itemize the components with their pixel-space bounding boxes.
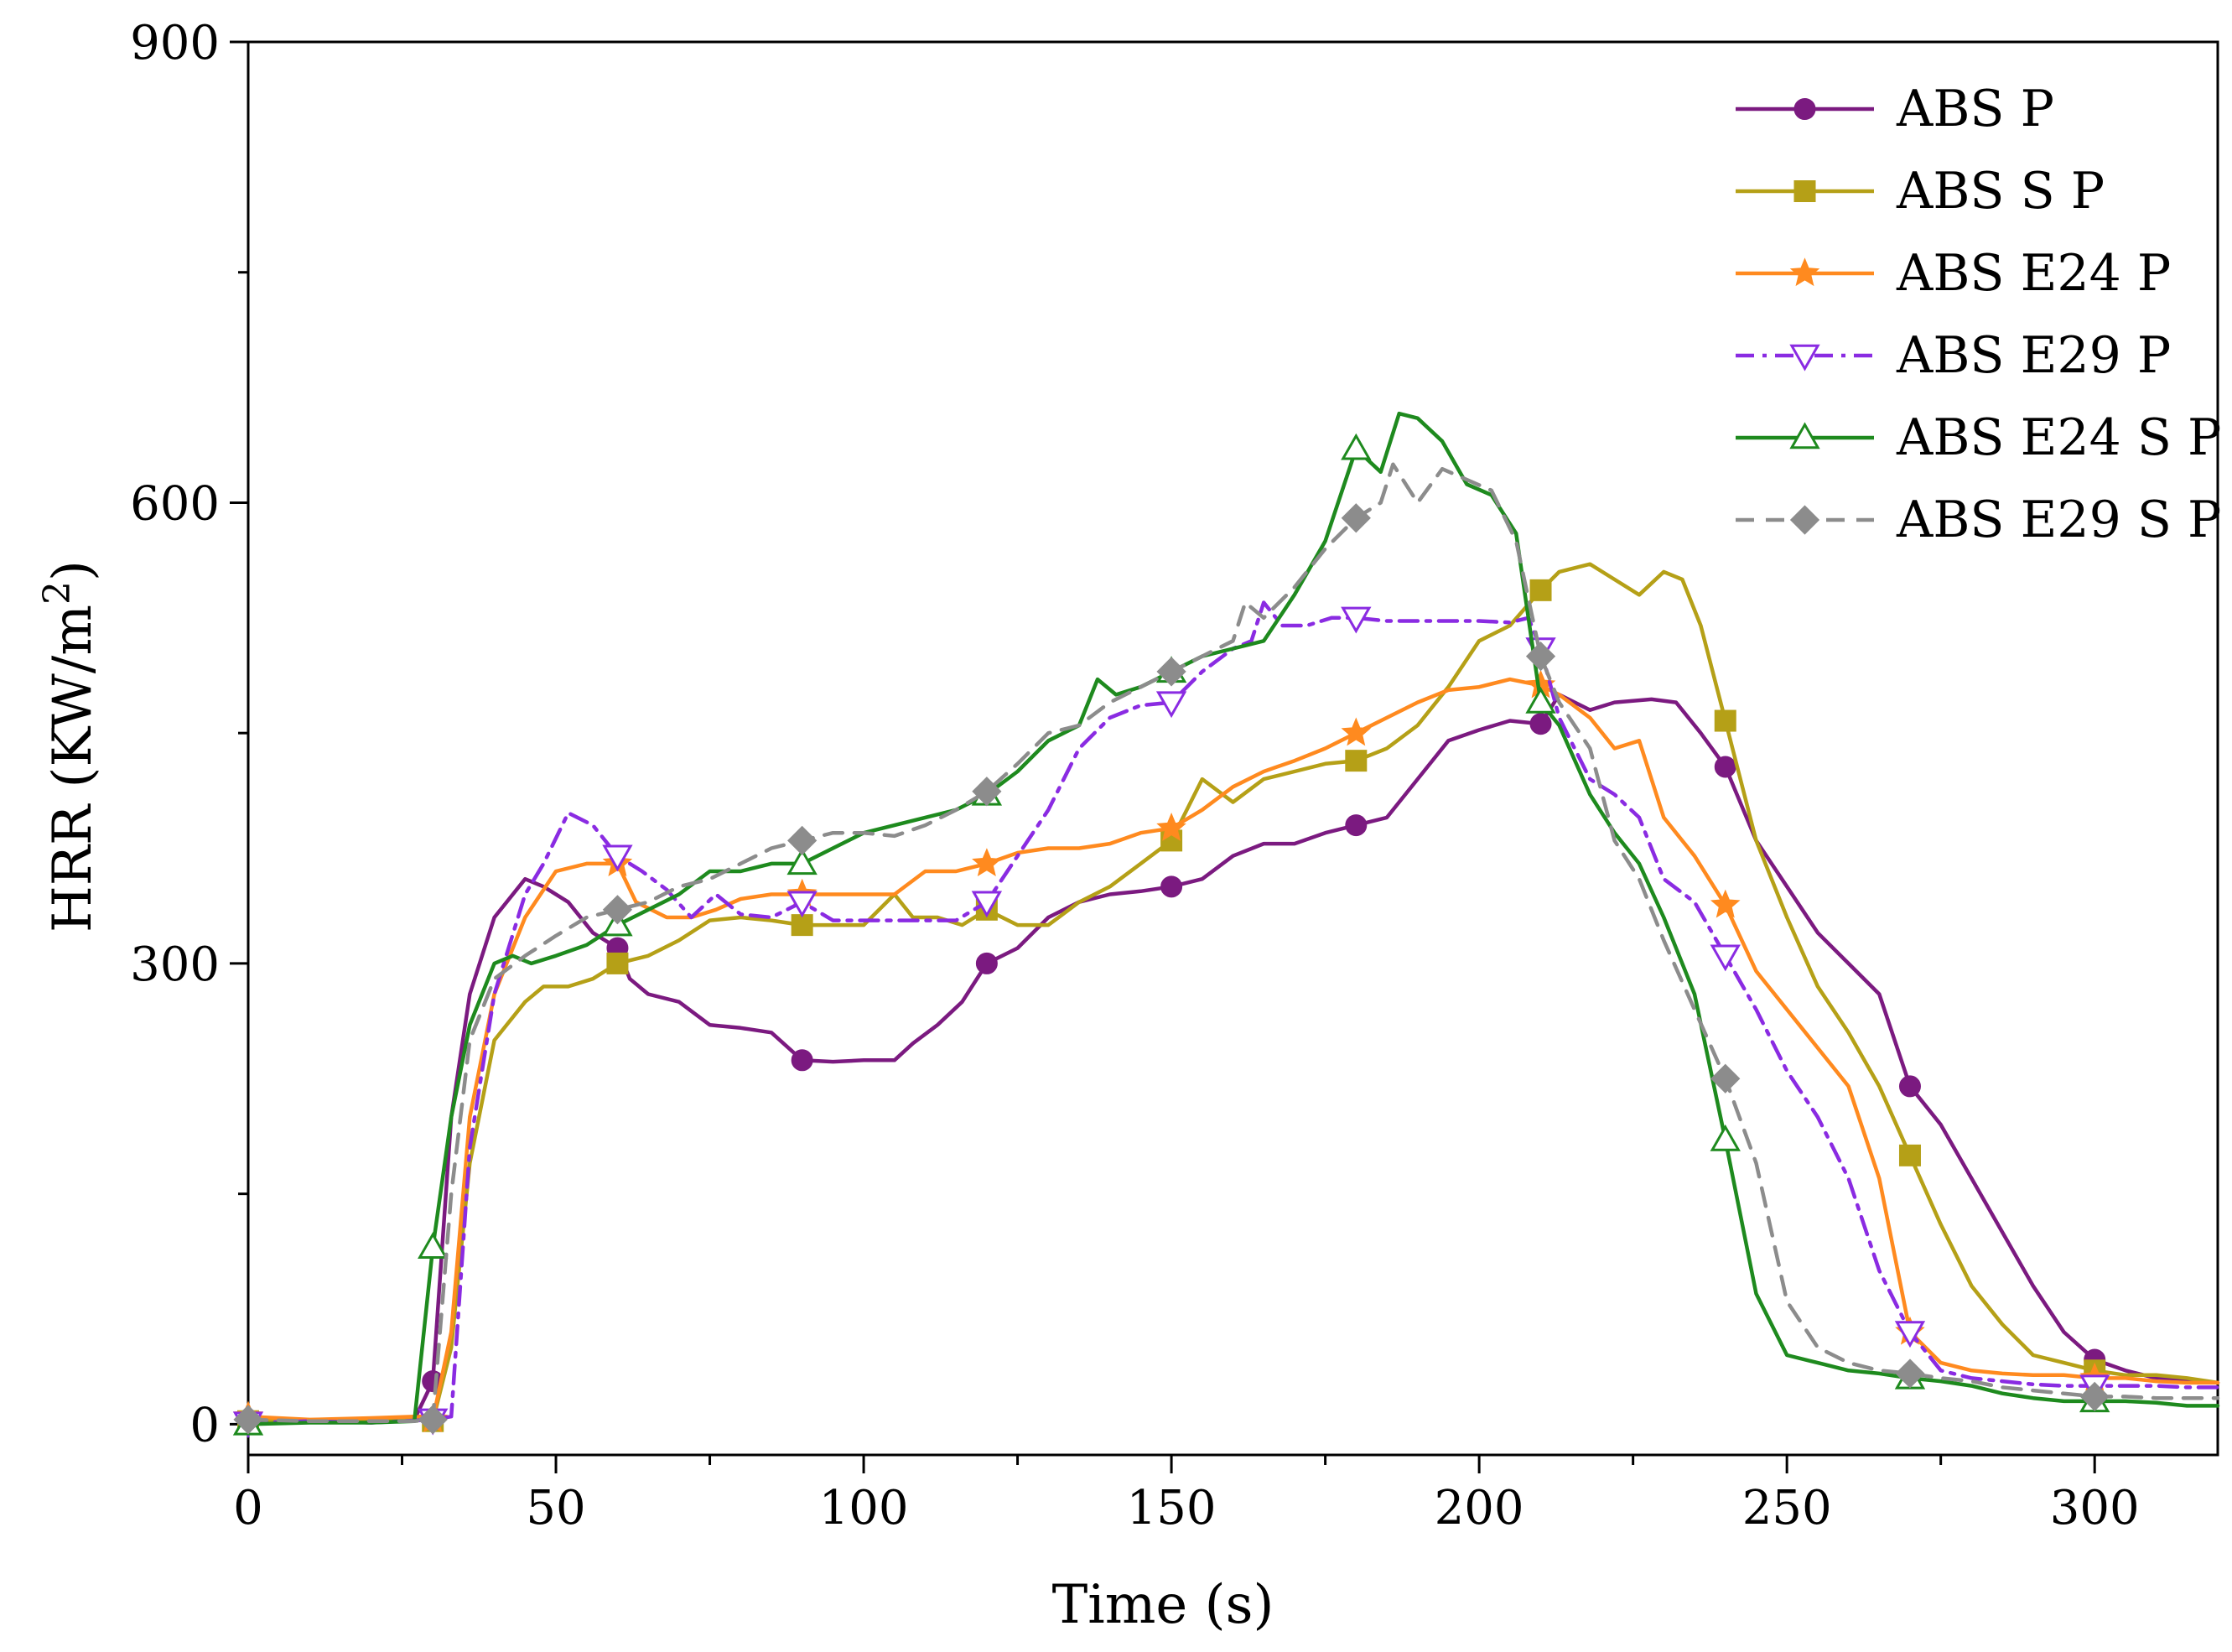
data-marker: [1341, 717, 1372, 746]
y-tick-label: 900: [130, 16, 220, 70]
series-line: [246, 677, 2220, 1422]
y-tick-label: 0: [189, 1398, 220, 1452]
y-axis-title-main: HRR (KW/m: [42, 605, 104, 932]
data-marker: [418, 1405, 448, 1435]
x-tick-label: 250: [1742, 1481, 1832, 1535]
data-marker: [787, 825, 818, 856]
data-marker: [1525, 641, 1556, 672]
data-marker: [1341, 503, 1371, 533]
y-axis-title-end: ): [42, 560, 104, 581]
y-axis-title: HRR (KW/m2): [36, 560, 105, 932]
series-abs-s-p: [237, 562, 2220, 1432]
legend-label: ABS E29 P: [1896, 326, 2171, 385]
legend-swatch-marker: [1789, 422, 1820, 449]
legend-swatch-marker: [1789, 344, 1820, 371]
y-axis-title-superscript: 2: [36, 581, 79, 605]
legend-item: ABS P: [1736, 80, 2054, 138]
data-marker: [972, 848, 1002, 876]
data-marker: [1341, 606, 1372, 634]
series-abs-p: [237, 693, 2220, 1431]
data-marker: [1895, 1358, 1925, 1389]
x-tick-label: 50: [526, 1481, 585, 1535]
series-abs-e24-p: [233, 669, 2220, 1433]
legend-label: ABS P: [1896, 80, 2054, 138]
data-marker: [1529, 713, 1552, 735]
data-marker: [1156, 657, 1186, 687]
data-marker: [1710, 1063, 1741, 1094]
data-marker: [1898, 1144, 1921, 1166]
plot-frame: [247, 40, 2219, 1457]
data-marker: [602, 895, 633, 925]
legend-swatch-marker: [1793, 180, 1816, 202]
data-marker: [1714, 756, 1736, 778]
x-tick-label: 300: [2050, 1481, 2140, 1535]
data-marker: [1529, 579, 1552, 601]
x-tick-label: 100: [819, 1481, 909, 1535]
legend-label: ABS E24 P: [1896, 244, 2171, 303]
data-marker: [1710, 889, 1741, 918]
legend-item: ABS E29 S P: [1736, 491, 2221, 549]
data-marker: [791, 1049, 813, 1072]
x-axis-title: Time (s): [1052, 1574, 1274, 1636]
series-abs-e24-s-p: [232, 411, 2220, 1436]
data-marker: [975, 952, 998, 974]
legend-item: ABS E24 P: [1736, 244, 2171, 303]
legend-swatch-marker: [1793, 98, 1816, 120]
x-tick-label: 0: [233, 1481, 263, 1535]
data-marker: [971, 891, 1003, 918]
data-marker: [1525, 686, 1556, 714]
data-marker: [1710, 1124, 1741, 1151]
legend-item: ABS E29 P: [1736, 326, 2171, 385]
data-marker: [786, 848, 818, 875]
legend-label: ABS E24 S P: [1896, 408, 2221, 467]
data-marker: [1345, 814, 1368, 837]
data-marker: [2079, 1381, 2110, 1412]
data-marker: [1710, 944, 1741, 972]
y-tick-label: 300: [130, 938, 220, 992]
legend-item: ABS S P: [1736, 162, 2105, 221]
series-line: [246, 562, 2220, 1423]
data-marker: [1345, 750, 1368, 772]
legend-item: ABS E24 S P: [1736, 408, 2221, 467]
x-tick-label: 200: [1435, 1481, 1524, 1535]
data-marker: [1714, 709, 1736, 732]
data-marker: [1341, 433, 1372, 460]
data-marker: [791, 914, 813, 937]
series-line: [246, 600, 2220, 1425]
series-line: [246, 411, 2220, 1426]
series-line: [246, 462, 2220, 1423]
series-abs-e29-p: [232, 600, 2220, 1439]
data-marker: [1898, 1075, 1921, 1098]
data-marker: [602, 844, 633, 872]
series-group: [232, 411, 2220, 1439]
data-marker: [972, 777, 1002, 807]
series-abs-e29-s-p: [233, 462, 2220, 1435]
data-marker: [606, 952, 629, 974]
axes: 0 50 100 150 200 250 300 0 300 600 900: [130, 16, 2219, 1535]
legend-label: ABS E29 S P: [1896, 491, 2221, 549]
data-marker: [1155, 691, 1187, 719]
data-marker: [1156, 812, 1186, 841]
data-marker: [233, 1405, 263, 1435]
legend-swatch-marker: [1789, 257, 1820, 287]
data-marker: [418, 1232, 449, 1259]
data-marker: [786, 891, 818, 918]
data-marker: [1894, 1321, 1926, 1348]
y-tick-label: 600: [130, 476, 220, 531]
x-tick-label: 150: [1127, 1481, 1217, 1535]
data-marker: [1160, 875, 1183, 898]
legend-swatch-marker: [1789, 505, 1820, 535]
legend: ABS P ABS S P ABS E24 P ABS E29 P ABS E24 S …: [1736, 80, 2221, 549]
series-line: [246, 693, 2220, 1425]
legend-label: ABS S P: [1896, 162, 2105, 221]
